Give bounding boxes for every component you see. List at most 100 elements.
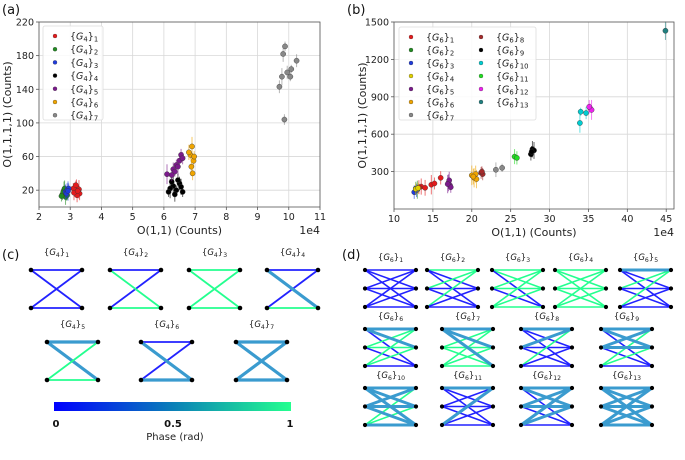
legend-marker [478, 34, 484, 40]
graph-g6-9: {G6}9 [598, 312, 655, 369]
graph-node [138, 339, 144, 345]
legend-label: {G6}7 [426, 111, 454, 123]
graph-edge [364, 405, 417, 427]
data-point [58, 193, 65, 199]
data-point [437, 175, 444, 181]
data-point [284, 69, 291, 76]
graph-node [439, 363, 445, 369]
colorbar-label: Phase (rad) [146, 432, 204, 443]
chart-a-xlabel: O(1,1) (Counts) [137, 224, 222, 237]
graph-edge [554, 269, 607, 290]
chart-a-ylabel: O(1,1,1,1) (Counts) [1, 61, 14, 167]
legend-marker [408, 47, 414, 53]
graph-title: {G6}1 [378, 253, 403, 264]
x-tick-label: 15 [427, 214, 439, 225]
graph-node [362, 363, 368, 369]
x-tick-label: 6 [161, 212, 167, 223]
legend-marker [52, 73, 58, 78]
graph-edge [520, 386, 573, 427]
chart-a-frame [38, 21, 321, 208]
legend-label: {G4}1 [70, 32, 98, 44]
graph-node [490, 385, 496, 391]
data-point [74, 188, 81, 194]
graph-edge [441, 327, 494, 349]
graph-node [95, 339, 101, 345]
data-point [479, 168, 485, 175]
data-point [65, 188, 71, 194]
legend-marker [408, 86, 414, 92]
graph-node [413, 304, 419, 310]
graph-g6-8: {G6}8 [518, 312, 575, 369]
graph-node [649, 404, 655, 409]
legend-marker [408, 60, 414, 66]
graph-edge [441, 387, 494, 408]
graph-node [617, 286, 623, 291]
graph-g4-1: {G4}1 [28, 248, 85, 311]
legend-box [42, 25, 104, 121]
graph-edge [364, 386, 417, 408]
legend-label: {G4}7 [70, 111, 98, 123]
series-g611 [511, 149, 520, 165]
graph-node [189, 377, 195, 383]
phase-colorbar: 0 0.5 1 Phase (rad) [53, 402, 294, 443]
chart-b-xlabel: O(1,1) (Counts) [491, 226, 576, 239]
graph-node [489, 286, 495, 291]
legend-marker [478, 47, 484, 53]
graph-edge [520, 405, 573, 427]
graph-node [668, 304, 674, 310]
graph-title: {G6}6 [378, 312, 403, 323]
data-point [175, 163, 181, 170]
y-tick-label: 20 [22, 186, 34, 197]
graph-node [489, 267, 495, 273]
graph-node [649, 326, 655, 332]
y-tick-label: 220 [16, 18, 34, 29]
chart-b: 10 15 20 25 30 35 40 45 300 600 900 1200 1500 O(1,1)… [356, 18, 675, 239]
graph-title: {G4}2 [123, 248, 148, 259]
x-tick-label: 5 [130, 212, 136, 223]
graph-edge [520, 386, 573, 408]
chart-a-ticks: 2 3 4 5 6 7 8 9 10 11 20 60 100 140 180 220 [16, 18, 326, 224]
legend-marker [408, 112, 414, 118]
graph-node [603, 286, 609, 291]
graph-node [598, 326, 604, 332]
panel-label-b: (b) [347, 3, 365, 18]
legend-marker [52, 113, 58, 118]
graph-edge [520, 346, 573, 367]
graph-g4-2: {G4}2 [107, 248, 164, 311]
graph-node [439, 345, 445, 350]
graph-title: {G6}12 [532, 371, 561, 382]
data-point [168, 172, 175, 178]
graph-node [138, 377, 144, 383]
y-tick-label: 140 [16, 85, 34, 96]
graph-node [569, 385, 575, 391]
graph-node [28, 267, 34, 273]
legend-label: {G6}6 [426, 98, 454, 110]
graph-edge [426, 269, 479, 290]
graph-node [439, 422, 445, 428]
graph-node [569, 422, 575, 428]
graph-edge [426, 269, 479, 308]
graph-node [649, 363, 655, 369]
legend-label: {G4}5 [70, 84, 98, 96]
y-tick-label: 100 [16, 118, 34, 129]
graph-node [649, 345, 655, 350]
data-point [281, 116, 288, 123]
legend-label: {G6}4 [426, 72, 454, 84]
graph-title: {G6}4 [568, 253, 593, 264]
legend-marker [478, 86, 484, 92]
graph-node [362, 267, 368, 273]
graph-edge [600, 386, 653, 427]
legend-marker [478, 60, 484, 66]
graph-node [362, 422, 368, 428]
legend-label: {G6}5 [426, 85, 454, 97]
graph-edge [491, 269, 544, 308]
graph-node [413, 286, 419, 291]
chart-a-grid [38, 21, 321, 207]
x-tick-label: 40 [621, 214, 633, 225]
graph-node [237, 267, 243, 273]
colorbar-tick-1: 1 [287, 419, 294, 430]
graph-node [598, 404, 604, 409]
series-g613 [662, 21, 669, 40]
y-tick-label: 1200 [365, 55, 389, 66]
chart-b-points [411, 21, 669, 199]
